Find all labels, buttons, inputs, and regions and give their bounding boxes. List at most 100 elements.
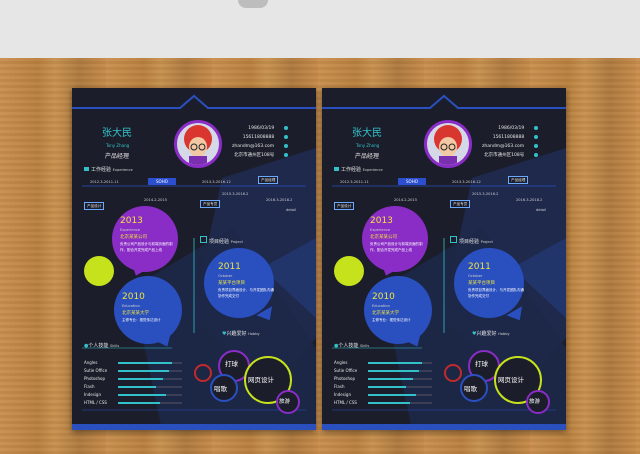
skill-row: Sutie Office [84,368,184,376]
bubble-2011-title: 某某平台项目 [218,281,245,286]
skills-sub: Skills [359,344,370,348]
skill-bar-fill [368,378,413,380]
timeline-end: 2013.3-2016.12 [202,180,231,184]
skills-title: 个人技能 [88,343,109,349]
tag-date-3: 2016.3-2018.2 [516,198,543,202]
bubble-2010-text: 主修专业：视觉传达设计 [122,318,161,322]
hobby-circle-small-red [194,364,212,382]
skill-name: HTML / CSS [84,400,107,405]
location-icon [284,153,288,157]
skill-row: Photoshop [334,376,434,384]
avatar [174,120,222,168]
briefcase-icon [334,167,339,171]
skills-list: Angles Sutie Office Photoshop Flash Indesign… [84,360,184,408]
skill-bar-fill [368,402,410,404]
hobby-section-title: ♥兴趣爱好 Hobby [472,330,510,337]
skill-row: HTML / CSS [334,400,434,408]
skill-name: HTML / CSS [334,400,357,405]
bubble-2011-year: 2011 [218,262,241,272]
bubble-2013-title: 北京某某公司 [120,235,147,240]
bubble-2011-year: 2011 [468,262,491,272]
skill-bar-track [368,362,432,364]
skill-row: Flash [334,384,434,392]
skill-bar-fill [368,370,420,372]
tag-date-3: 2016.3-2018.2 [266,198,293,202]
bubble-2011-sub: October [468,274,483,278]
work-title: 工作经验 [91,167,112,173]
info-icons [534,126,540,157]
timeline-soho: SOHO [148,178,176,185]
bottom-accent-bar [322,424,566,430]
email-icon [284,144,288,148]
bubble-2010-title: 北京某某大学 [372,311,399,316]
skill-bar-track [368,386,432,388]
hobby-title: 兴趣爱好 [226,331,247,337]
tag-product-specialist: 产品专员 [450,200,471,208]
personal-info: 1986/03/19 15611808888 zhandm@163.com 北京… [232,124,274,160]
bubble-2013-year: 2013 [370,216,393,226]
briefcase-icon [84,167,89,171]
skills-title: 个人技能 [338,343,359,349]
tag-product-design: 产品设计 [84,202,105,210]
tag-date-2: 2015.3-2016.2 [472,192,499,196]
tag-date-1: 2014.2-2015 [144,198,168,202]
hobby-sub: Hobby [248,332,260,336]
project-section-title: 项目经验 Project [450,236,493,245]
bubble-2010-text: 主修专业：视觉传达设计 [372,318,411,322]
hobby-title: 兴趣爱好 [476,331,497,337]
hobby-travel: 旅游 [279,399,291,405]
bubble-2013 [362,206,428,272]
phone-icon [284,135,288,139]
timeline-start: 2012.3-2011.11 [90,180,119,184]
skill-bar-track [368,370,432,372]
skill-name: Photoshop [84,376,106,381]
work-section-title: 工作经验 Experience [84,166,133,173]
calendar-icon [200,236,207,243]
bubble-2013-sub: Experience [120,228,141,232]
skills-section-title: ●个人技能 Skills [334,342,369,349]
skill-row: Sutie Office [334,368,434,376]
bubble-2011-text: 负责项目界面设计、与开发团队沟通协作完成交付 [218,288,274,298]
work-sub: Experience [362,168,383,172]
calendar-icon [450,236,457,243]
english-name: Tony Zhang [356,143,380,148]
skill-bar-track [368,402,432,404]
timeline-end: 2013.3-2016.12 [452,180,481,184]
person-icon: ● [334,343,339,349]
lime-circle [334,256,364,286]
skill-name: Angles [84,360,98,365]
timeline-start: 2012.3-2011.11 [340,180,369,184]
ink-blot [238,0,268,8]
person-icon: ● [84,343,89,349]
hobby-sing: 唱歌 [214,385,227,393]
bubble-2013-sub: Experience [370,228,391,232]
skill-row: Photoshop [84,376,184,384]
skill-bar-track [118,370,182,372]
skill-row: Angles [84,360,184,368]
skill-name: Indesign [84,392,101,397]
skill-bar-track [118,402,182,404]
skills-list: Angles Sutie Office Photoshop Flash Indesign… [334,360,434,408]
name: 张大民 [352,128,382,139]
birthday-icon [284,126,288,130]
skill-name: Sutie Office [84,368,108,373]
skill-name: Angles [334,360,348,365]
bubble-2011 [454,248,524,318]
hobby-web-design: 网页设计 [498,376,524,384]
address: 北京市通州区108号 [234,153,275,158]
address: 北京市通州区108号 [484,153,525,158]
hobby-section-title: ♥兴趣爱好 Hobby [222,330,260,337]
bubble-2011-sub: October [218,274,233,278]
project-title: 项目经验 [209,239,230,245]
job-title: 产品经理 [105,153,130,160]
skill-bar-track [118,386,182,388]
skill-row: Indesign [334,392,434,400]
avatar [424,120,472,168]
email-icon [534,144,538,148]
bubble-2010-sub: Education [372,304,390,308]
bubble-2013-year: 2013 [120,216,143,226]
hobby-ball: 打球 [225,360,238,368]
skill-bar-fill [368,386,407,388]
skills-section-title: ●个人技能 Skills [84,342,119,349]
hobby-ball: 打球 [475,360,488,368]
